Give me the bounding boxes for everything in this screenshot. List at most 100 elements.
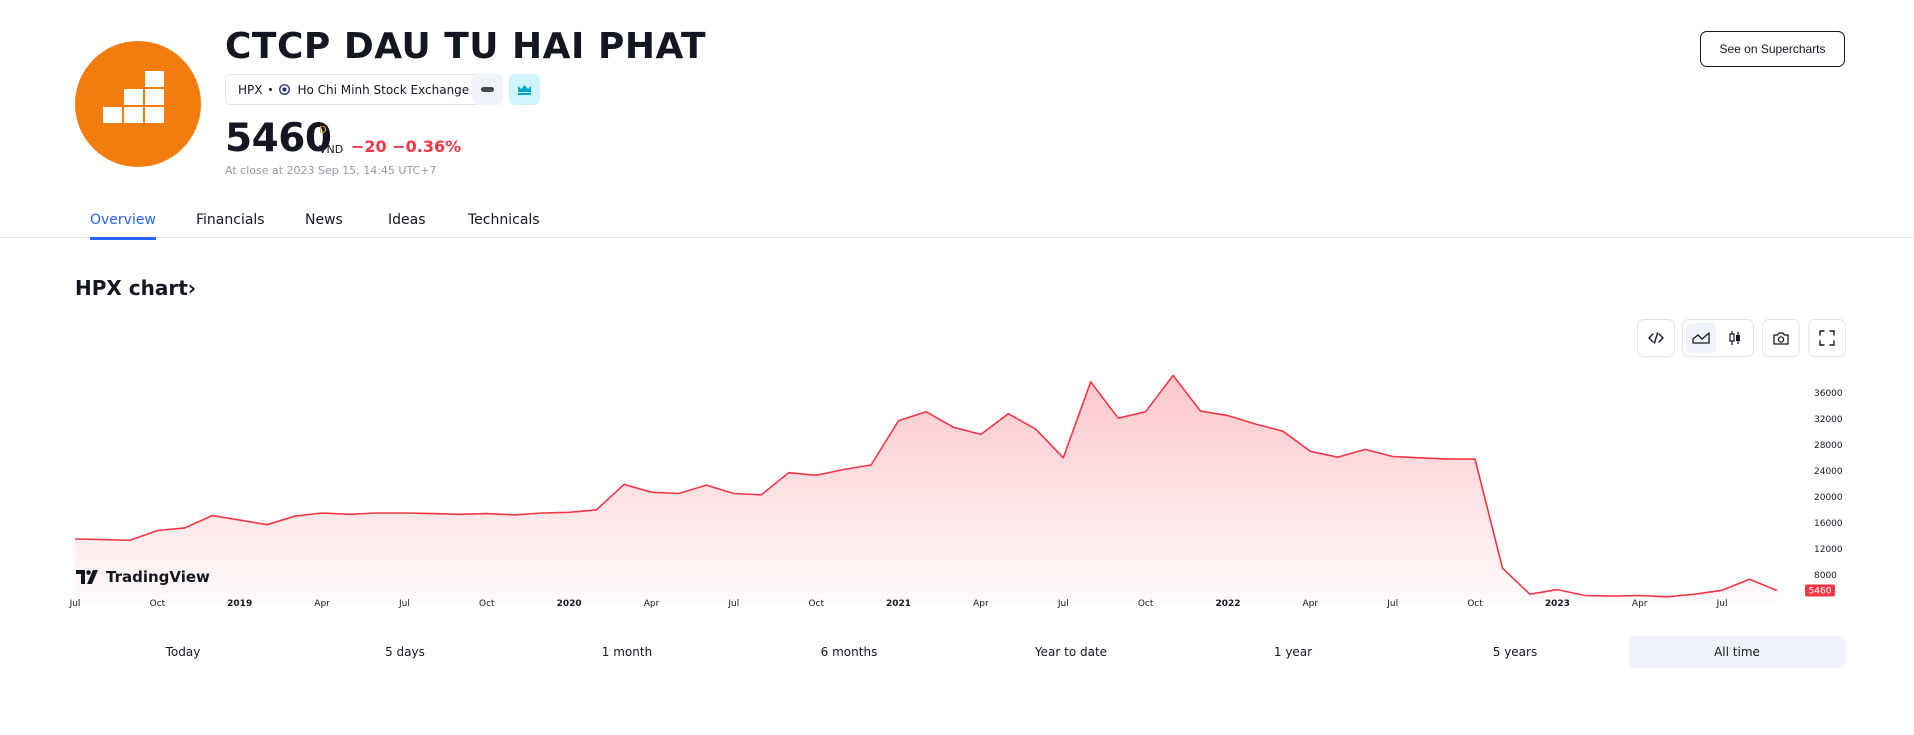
data-point	[238, 518, 242, 522]
x-tick-label: Jul	[398, 599, 410, 609]
symbol-exchange-chip[interactable]: HPX Ho Chi Minh Stock Exchange	[225, 74, 483, 105]
data-point	[924, 410, 928, 414]
data-point	[1528, 592, 1532, 596]
tab-financials[interactable]: Financials	[196, 212, 265, 228]
data-point	[1693, 592, 1697, 596]
data-point	[128, 538, 132, 542]
chart-heading-link[interactable]: HPX chart›	[75, 276, 196, 300]
range-1-month[interactable]: 1 month	[601, 645, 653, 659]
range-6-months[interactable]: 6 months	[820, 645, 878, 659]
current-price-text: 5460	[1809, 587, 1832, 597]
data-point	[320, 511, 324, 515]
y-tick-label: 36000	[1814, 389, 1843, 399]
x-tick-label: Apr	[314, 599, 330, 609]
data-point	[595, 508, 599, 512]
data-point	[1473, 457, 1477, 461]
range-all-time[interactable]: All time	[1629, 636, 1845, 668]
data-point	[1583, 594, 1587, 598]
market-status-badge[interactable]	[472, 74, 503, 105]
range-year-to-date[interactable]: Year to date	[1034, 645, 1108, 659]
data-point	[1555, 588, 1559, 592]
candles-style-button[interactable]	[1720, 323, 1750, 353]
data-point	[1775, 589, 1779, 593]
fullscreen-button[interactable]	[1812, 323, 1842, 353]
data-point	[1061, 456, 1065, 460]
data-point	[869, 463, 873, 467]
x-tick-label: Jul	[1057, 599, 1069, 609]
boxes-logo-icon	[103, 71, 164, 123]
data-point	[1281, 429, 1285, 433]
data-point	[622, 482, 626, 486]
data-point	[430, 512, 434, 516]
data-point	[512, 513, 516, 517]
data-point	[485, 512, 489, 516]
data-point	[348, 512, 352, 516]
data-point	[1308, 449, 1312, 453]
close-timestamp: At close at 2023 Sep 15, 14:45 UTC+7	[225, 164, 437, 177]
embed-button[interactable]	[1641, 323, 1671, 353]
y-tick-label: 32000	[1814, 415, 1843, 425]
range-5-days[interactable]: 5 days	[385, 645, 425, 659]
fullscreen-tool-group	[1808, 319, 1846, 357]
tab-ideas[interactable]: Ideas	[388, 212, 426, 228]
data-point	[787, 471, 791, 475]
data-point	[842, 468, 846, 472]
exchange-label: Ho Chi Minh Stock Exchange	[297, 82, 470, 97]
crown-icon	[518, 85, 531, 95]
x-tick-label: Jul	[727, 599, 739, 609]
x-tick-label: 2020	[557, 599, 582, 609]
y-tick-label: 28000	[1814, 441, 1843, 451]
data-point	[457, 512, 461, 516]
data-point	[677, 492, 681, 496]
chevron-right-icon: ›	[187, 276, 197, 300]
last-price: 5460	[225, 116, 332, 161]
data-point	[1199, 409, 1203, 413]
data-point	[759, 493, 763, 497]
tab-technicals[interactable]: Technicals	[468, 212, 540, 228]
x-tick-label: Jul	[1386, 599, 1398, 609]
range-5-years[interactable]: 5 years	[1492, 645, 1538, 659]
tab-news[interactable]: News	[305, 212, 343, 228]
x-tick-label: Apr	[1632, 599, 1648, 609]
embed-tool-group	[1637, 319, 1675, 357]
premium-badge[interactable]	[509, 74, 540, 105]
company-title: CTCP DAU TU HAI PHAT	[225, 26, 707, 67]
data-point	[265, 523, 269, 527]
x-tick-label: Oct	[479, 599, 495, 609]
data-point	[1391, 455, 1395, 459]
x-tick-label: Jul	[69, 599, 81, 609]
change-value: −20	[351, 137, 387, 156]
price-currency: VND	[319, 143, 344, 156]
data-point	[1171, 373, 1175, 377]
tradingview-label: TradingView	[106, 568, 210, 586]
current-price-label: 5460	[1805, 584, 1835, 597]
area-chart-icon	[1692, 332, 1710, 344]
tradingview-logo-icon	[76, 570, 98, 584]
area-style-button[interactable]	[1686, 323, 1716, 353]
y-tick-label: 20000	[1814, 493, 1843, 503]
x-tick-label: Oct	[150, 599, 166, 609]
data-point	[1720, 588, 1724, 592]
data-point	[293, 514, 297, 518]
snapshot-button[interactable]	[1766, 323, 1796, 353]
x-tick-label: Apr	[644, 599, 660, 609]
price-flag: D	[319, 125, 327, 136]
range-today[interactable]: Today	[165, 645, 201, 659]
data-point	[979, 432, 983, 436]
time-range-selector: Today 5 days 1 month 6 months Year to da…	[75, 636, 1845, 668]
x-tick-label: Apr	[1303, 599, 1319, 609]
range-1-year[interactable]: 1 year	[1273, 645, 1313, 659]
data-point	[155, 529, 159, 533]
data-point	[1006, 412, 1010, 416]
x-tick-label: Oct	[1138, 599, 1154, 609]
exchange-flag-icon	[279, 84, 291, 95]
data-point	[1089, 380, 1093, 384]
data-point	[402, 511, 406, 515]
see-on-supercharts-button[interactable]: See on Supercharts	[1700, 31, 1845, 67]
x-tick-label: Oct	[1467, 599, 1483, 609]
data-point	[210, 514, 214, 518]
x-tick-label: Jul	[1716, 599, 1728, 609]
price-chart[interactable]: 800012000160002000024000280003200036000 …	[0, 360, 1914, 620]
tab-overview[interactable]: Overview	[90, 212, 156, 240]
camera-icon	[1773, 331, 1789, 345]
